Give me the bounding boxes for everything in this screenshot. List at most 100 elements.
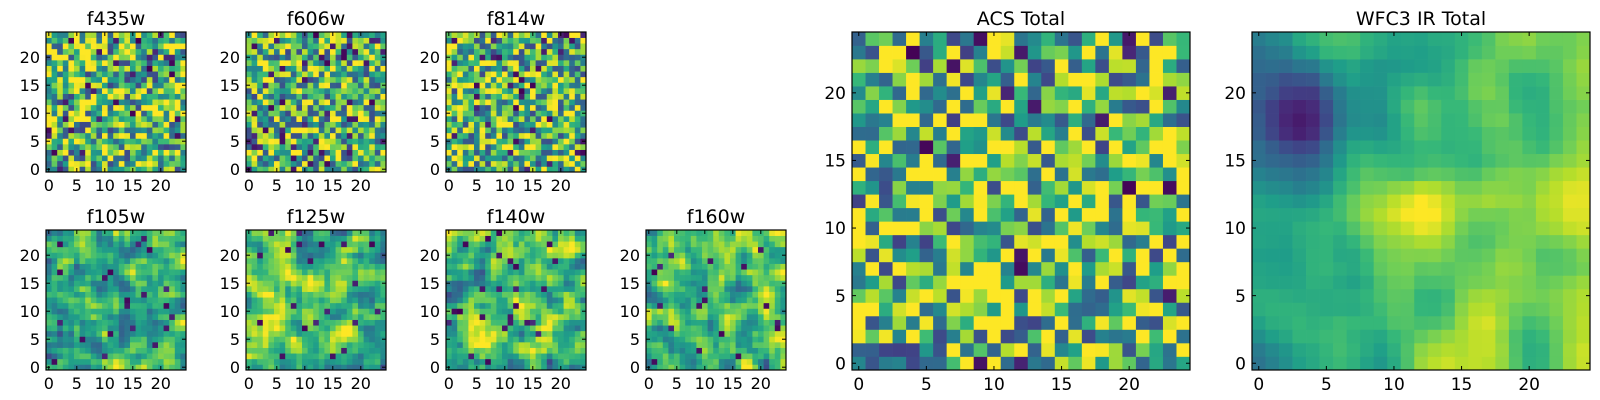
heatmap-cell [1149, 302, 1164, 317]
heatmap-cell [285, 43, 292, 50]
heatmap-cell [257, 65, 264, 72]
heatmap-cell [130, 127, 136, 134]
heatmap-cell [68, 308, 75, 315]
heatmap-cell [174, 37, 181, 44]
heatmap-cell [558, 110, 564, 117]
heatmap-cell [180, 291, 187, 298]
y-tick-label: 20 [420, 246, 440, 265]
heatmap-cell [246, 286, 252, 292]
heatmap-cell [1122, 302, 1137, 317]
heatmap-cell [563, 336, 570, 343]
heatmap-cell [346, 235, 353, 242]
heatmap-cell [679, 241, 686, 248]
heatmap-cell [290, 82, 297, 89]
heatmap-cell [741, 241, 748, 248]
heatmap-cell [135, 302, 142, 309]
heatmap-cell [324, 241, 331, 248]
heatmap-cell [74, 138, 80, 145]
heatmap-cell [668, 302, 675, 309]
heatmap-cell [535, 132, 542, 139]
heatmap-cell [457, 230, 464, 236]
heatmap-cell [758, 319, 764, 326]
heatmap-cell [763, 347, 770, 354]
heatmap-cell [313, 291, 320, 298]
heatmap-cell [707, 246, 714, 253]
heatmap-cell [563, 166, 570, 173]
heatmap-cell [107, 155, 114, 162]
heatmap-cell [668, 291, 675, 298]
heatmap-cell [1149, 180, 1164, 195]
heatmap-cell [96, 155, 103, 162]
heatmap-cell [741, 230, 748, 236]
heatmap-cell [919, 167, 934, 182]
heatmap-cell [313, 241, 320, 248]
heatmap-cell [563, 160, 570, 167]
heatmap-cell [169, 32, 176, 38]
heatmap-cell [62, 347, 69, 354]
heatmap-cell [507, 132, 514, 139]
heatmap-cell [174, 364, 181, 371]
heatmap-cell [646, 319, 652, 326]
heatmap-cell [479, 308, 486, 315]
heatmap-cell [474, 336, 480, 343]
heatmap-cell [251, 302, 258, 309]
heatmap-cell [502, 347, 508, 354]
heatmap-cell [57, 241, 64, 248]
heatmap-cell [363, 342, 370, 348]
heatmap-cell [374, 342, 381, 348]
y-tick-label: 10 [20, 104, 40, 123]
heatmap-cell [85, 71, 92, 78]
heatmap-cell [569, 149, 576, 156]
heatmap-cell [262, 336, 269, 343]
heatmap-cell [85, 353, 92, 360]
heatmap-cell [346, 110, 353, 117]
heatmap-cells [646, 230, 787, 371]
heatmap-cell [313, 127, 320, 134]
heatmap-cell [313, 246, 320, 253]
heatmap-cell [541, 110, 548, 117]
heatmap-cell [657, 280, 664, 287]
heatmap-cell [1135, 275, 1150, 290]
heatmap-cell [251, 65, 258, 72]
heatmap-cell [569, 258, 576, 264]
heatmap-cell [973, 234, 988, 249]
heatmap-cell [474, 71, 480, 78]
heatmap-cell [180, 297, 187, 304]
heatmap-cell [324, 336, 331, 343]
heatmap-cell [530, 258, 536, 264]
heatmap-cell [563, 110, 570, 117]
heatmap-cell [451, 269, 458, 276]
heatmap-cell [302, 76, 308, 83]
heatmap-cell [130, 330, 136, 337]
x-tick-label: 10 [495, 176, 515, 195]
heatmap-cell [57, 71, 64, 78]
heatmap-cell [113, 347, 120, 354]
heatmap-cell [524, 160, 531, 167]
heatmap-cell [62, 121, 69, 128]
heatmap-cell [752, 330, 759, 337]
heatmap-cell [51, 252, 58, 259]
heatmap-cell [62, 269, 69, 276]
heatmap-cell [490, 116, 497, 122]
heatmap-cell [1068, 167, 1083, 182]
heatmap-cell [369, 93, 376, 100]
heatmap-cell [335, 149, 342, 156]
heatmap-cell [246, 93, 252, 100]
heatmap-cell [352, 252, 359, 259]
heatmap-cell [490, 325, 497, 332]
heatmap-cell [346, 302, 353, 309]
heatmap-cell [330, 132, 336, 139]
heatmap-cell [141, 347, 148, 354]
heatmap-cell [330, 297, 336, 304]
heatmap-cell [341, 280, 348, 287]
heatmap-cell [718, 302, 725, 309]
heatmap-cell [569, 353, 576, 360]
heatmap-cell [141, 325, 148, 332]
heatmap-cell [68, 127, 75, 134]
heatmap-cell [496, 364, 503, 371]
heatmap-cell [135, 336, 142, 343]
heatmap-cell [446, 358, 452, 365]
heatmap-cell [96, 302, 103, 309]
heatmap-cell [96, 314, 103, 320]
heatmap-cell [530, 308, 536, 315]
